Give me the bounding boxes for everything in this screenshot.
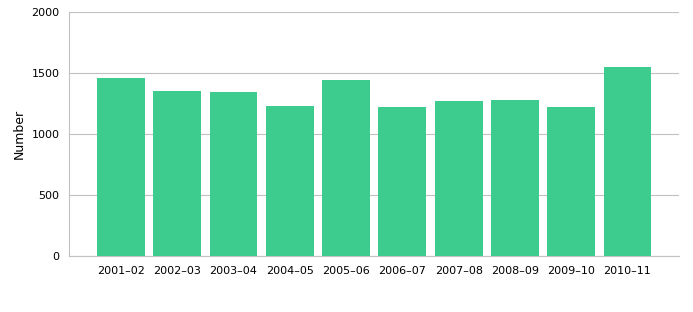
Bar xyxy=(266,105,314,256)
Bar xyxy=(547,107,595,256)
Bar xyxy=(97,78,145,256)
Bar xyxy=(322,80,370,256)
Bar xyxy=(153,91,201,256)
Bar xyxy=(435,101,482,256)
Bar xyxy=(491,100,539,256)
Bar xyxy=(209,92,257,256)
Bar xyxy=(604,67,651,256)
Y-axis label: Number: Number xyxy=(13,109,26,159)
Bar xyxy=(378,107,426,256)
